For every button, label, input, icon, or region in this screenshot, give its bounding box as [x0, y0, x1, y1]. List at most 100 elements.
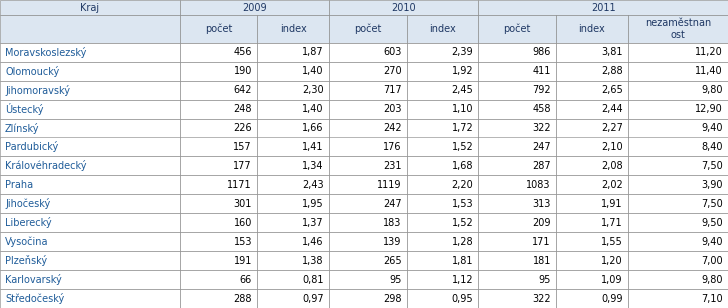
Text: 9,80: 9,80 [701, 275, 723, 285]
Bar [406, 137, 478, 156]
Bar [329, 175, 406, 194]
Text: 1,20: 1,20 [601, 256, 622, 265]
Text: 2,39: 2,39 [451, 47, 473, 57]
Bar [257, 232, 329, 251]
Bar [257, 156, 329, 175]
Bar [406, 194, 478, 213]
Text: nezaměstnan
ost: nezaměstnan ost [645, 18, 711, 40]
Bar [257, 99, 329, 119]
Text: 242: 242 [383, 123, 401, 133]
Text: 2,20: 2,20 [451, 180, 473, 190]
Bar [257, 15, 329, 43]
Bar [628, 213, 728, 232]
Text: 1171: 1171 [227, 180, 252, 190]
Text: 1,87: 1,87 [302, 47, 324, 57]
Bar [329, 251, 406, 270]
Text: 183: 183 [383, 218, 401, 228]
Bar [0, 270, 180, 289]
Text: 231: 231 [383, 161, 401, 171]
Text: 2,44: 2,44 [601, 104, 622, 114]
Text: 7,50: 7,50 [701, 161, 723, 171]
Text: 288: 288 [234, 294, 252, 303]
Bar [628, 99, 728, 119]
Text: 12,90: 12,90 [695, 104, 723, 114]
Text: 1,55: 1,55 [601, 237, 622, 247]
Bar [329, 213, 406, 232]
Bar [556, 251, 628, 270]
Text: Plzeňský: Plzeňský [5, 255, 47, 266]
Bar [180, 99, 257, 119]
Bar [556, 289, 628, 308]
Text: 171: 171 [532, 237, 551, 247]
Bar [628, 251, 728, 270]
Bar [556, 43, 628, 62]
Text: 1,41: 1,41 [302, 142, 324, 152]
Text: 190: 190 [234, 66, 252, 76]
Bar [257, 137, 329, 156]
Text: 2,45: 2,45 [451, 85, 473, 95]
Text: 9,50: 9,50 [701, 218, 723, 228]
Bar [478, 270, 556, 289]
Text: 177: 177 [234, 161, 252, 171]
Bar [628, 62, 728, 81]
Text: 11,40: 11,40 [695, 66, 723, 76]
Text: 2,02: 2,02 [601, 180, 622, 190]
Bar [628, 232, 728, 251]
Text: 1,37: 1,37 [302, 218, 324, 228]
Bar [628, 137, 728, 156]
Text: 411: 411 [532, 66, 551, 76]
Bar [0, 119, 180, 137]
Text: index: index [429, 24, 456, 34]
Bar [0, 213, 180, 232]
Bar [0, 137, 180, 156]
Text: 2,10: 2,10 [601, 142, 622, 152]
Bar [180, 137, 257, 156]
Text: 176: 176 [383, 142, 401, 152]
Bar [0, 0, 180, 15]
Bar [556, 213, 628, 232]
Text: 0,81: 0,81 [302, 275, 324, 285]
Text: 298: 298 [383, 294, 401, 303]
Text: 191: 191 [234, 256, 252, 265]
Text: index: index [579, 24, 605, 34]
Text: 2,88: 2,88 [601, 66, 622, 76]
Text: 1083: 1083 [526, 180, 551, 190]
Text: 1,40: 1,40 [302, 66, 324, 76]
Bar [257, 289, 329, 308]
Text: 160: 160 [234, 218, 252, 228]
Bar [478, 251, 556, 270]
Bar [406, 213, 478, 232]
Bar [556, 156, 628, 175]
Bar [478, 232, 556, 251]
Bar [257, 251, 329, 270]
Bar [0, 175, 180, 194]
Bar [329, 0, 478, 15]
Text: 248: 248 [234, 104, 252, 114]
Bar [628, 175, 728, 194]
Text: 3,90: 3,90 [701, 180, 723, 190]
Text: 1,52: 1,52 [451, 142, 473, 152]
Bar [556, 194, 628, 213]
Text: 7,10: 7,10 [701, 294, 723, 303]
Text: 247: 247 [532, 142, 551, 152]
Text: 986: 986 [532, 47, 551, 57]
Bar [0, 289, 180, 308]
Text: 1,68: 1,68 [452, 161, 473, 171]
Bar [478, 289, 556, 308]
Bar [329, 15, 406, 43]
Text: Olomoucký: Olomoucký [5, 66, 60, 77]
Bar [406, 43, 478, 62]
Text: index: index [280, 24, 306, 34]
Text: Pardubický: Pardubický [5, 141, 58, 152]
Text: 1119: 1119 [377, 180, 401, 190]
Bar [478, 15, 556, 43]
Text: 2,30: 2,30 [302, 85, 324, 95]
Bar [329, 289, 406, 308]
Bar [406, 15, 478, 43]
Bar [478, 119, 556, 137]
Bar [0, 81, 180, 99]
Bar [406, 232, 478, 251]
Bar [556, 62, 628, 81]
Bar [406, 251, 478, 270]
Bar [628, 119, 728, 137]
